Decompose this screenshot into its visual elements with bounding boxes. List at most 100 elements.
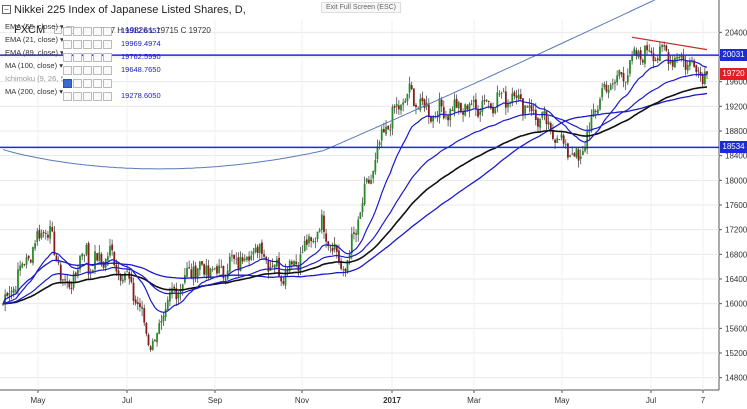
- code-icon[interactable]: [83, 52, 92, 62]
- more-icon[interactable]: [103, 91, 112, 101]
- candle-body: [231, 255, 233, 257]
- candle-body: [17, 269, 19, 292]
- candle-body: [76, 269, 79, 276]
- eye-icon[interactable]: [63, 52, 72, 62]
- close-icon[interactable]: [93, 65, 102, 75]
- eye-icon[interactable]: [63, 39, 72, 49]
- code-icon[interactable]: [83, 91, 92, 101]
- candle-body: [393, 106, 396, 108]
- candle-body: [156, 333, 158, 343]
- candle-body: [141, 306, 143, 309]
- indicator-row[interactable]: EMA (89, close) ▾ 19762.5990: [0, 46, 250, 62]
- exit-full-screen-button[interactable]: Exit Full Screen (ESC): [321, 2, 402, 13]
- candle-body: [430, 116, 432, 122]
- candle-body: [224, 278, 227, 280]
- candle-body: [109, 245, 111, 256]
- indicator-row[interactable]: MA (200, close) ▾ 19278.6050: [0, 85, 250, 101]
- candle-body: [457, 102, 460, 109]
- candle-body: [83, 254, 86, 256]
- candle-body: [36, 231, 39, 242]
- more-icon[interactable]: [103, 26, 112, 36]
- candle-body: [376, 146, 379, 160]
- settings-icon[interactable]: [73, 26, 82, 36]
- indicator-value: 19648.7650: [121, 65, 161, 74]
- close-icon[interactable]: [93, 78, 102, 88]
- close-icon[interactable]: [93, 52, 102, 62]
- code-icon[interactable]: [83, 65, 92, 75]
- candle-body: [14, 290, 17, 292]
- candle-body: [149, 346, 152, 350]
- trendline[interactable]: [631, 36, 708, 51]
- candle-body: [489, 103, 492, 109]
- more-icon[interactable]: [103, 39, 112, 49]
- candle-body: [286, 270, 289, 272]
- eye-icon[interactable]: [63, 65, 72, 75]
- candle-body: [72, 273, 75, 288]
- price-axis-panel[interactable]: [719, 0, 747, 409]
- candle-body: [571, 153, 574, 155]
- candle-body: [665, 45, 668, 51]
- candle-body: [684, 60, 687, 70]
- candle-body: [699, 71, 702, 76]
- close-icon[interactable]: [93, 91, 102, 101]
- x-tick-label: 2017: [383, 396, 401, 405]
- close-icon[interactable]: [93, 26, 102, 36]
- candle-body: [391, 107, 394, 129]
- eye-icon[interactable]: [63, 91, 72, 101]
- more-icon[interactable]: [103, 78, 112, 88]
- candle-body: [504, 91, 507, 108]
- candle-body: [372, 170, 375, 179]
- close-icon[interactable]: [93, 39, 102, 49]
- indicator-row[interactable]: EMA (21, close) ▾ 19969.4974: [0, 33, 250, 49]
- candle-body: [196, 268, 199, 278]
- candle-body: [573, 153, 576, 157]
- candle-body: [359, 212, 362, 220]
- candle-body: [526, 106, 529, 108]
- candle-body: [631, 55, 634, 61]
- candle-body: [659, 46, 661, 61]
- candle-body: [6, 292, 9, 297]
- eye-icon[interactable]: [54, 26, 63, 35]
- candle-body: [605, 84, 608, 92]
- code-icon[interactable]: [83, 78, 92, 88]
- settings-icon[interactable]: [73, 78, 82, 88]
- x-tick-label: Nov: [295, 396, 309, 405]
- candle-body: [68, 281, 71, 288]
- candle-body: [577, 149, 580, 161]
- settings-icon[interactable]: [73, 91, 82, 101]
- candle-body: [346, 260, 349, 272]
- candle-body: [609, 84, 612, 91]
- candle-body: [350, 233, 353, 254]
- candle-body: [507, 102, 509, 108]
- candle-body: [455, 98, 458, 108]
- code-icon[interactable]: [83, 39, 92, 49]
- more-icon[interactable]: [103, 65, 112, 75]
- candle-body: [250, 255, 253, 260]
- settings-icon[interactable]: [73, 39, 82, 49]
- candle-body: [485, 99, 488, 102]
- candle-body: [494, 108, 497, 114]
- candle-body: [594, 110, 597, 112]
- candle-body: [515, 95, 518, 98]
- candle-body: [453, 99, 456, 113]
- indicator-row[interactable]: MA (100, close) ▾ 19648.7650: [0, 59, 250, 75]
- indicator-row[interactable]: EMA (55, close) ▾ 19912.6557: [0, 20, 250, 36]
- indicator-name: Ichimoku (9, 26, 52, 26) ▾: [5, 74, 63, 83]
- candle-body: [335, 245, 338, 252]
- candle-body: [188, 267, 191, 269]
- code-icon[interactable]: [83, 26, 92, 36]
- indicator-row[interactable]: Ichimoku (9, 26, 52, 26) ▾: [0, 72, 250, 88]
- eye-icon[interactable]: [63, 78, 72, 88]
- more-icon[interactable]: [103, 52, 112, 62]
- candle-body: [365, 178, 368, 183]
- settings-icon[interactable]: [73, 65, 82, 75]
- collapse-icon[interactable]: −: [2, 5, 11, 14]
- candle-body: [522, 98, 524, 115]
- settings-icon[interactable]: [73, 52, 82, 62]
- candle-body: [261, 242, 263, 254]
- eye-icon[interactable]: [63, 26, 72, 36]
- candle-body: [537, 118, 539, 127]
- candle-body: [106, 256, 109, 261]
- candle-body: [558, 139, 561, 141]
